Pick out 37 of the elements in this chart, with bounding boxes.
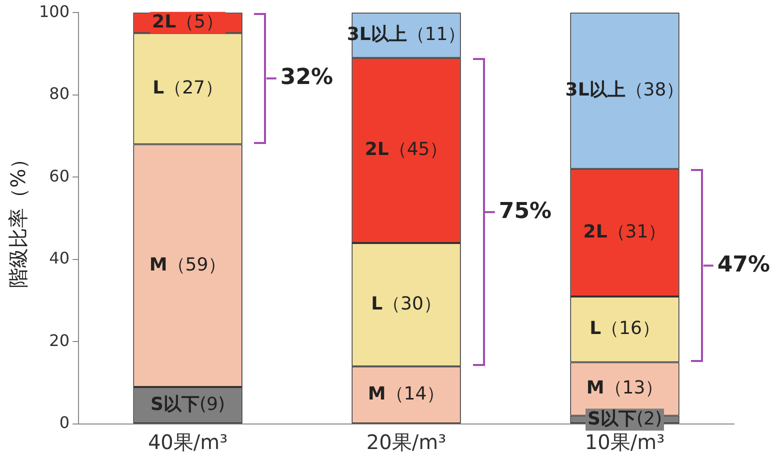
data-label: （5） (176, 12, 224, 33)
data-label: (2) (636, 408, 662, 430)
y-tick-label: 40 (49, 248, 70, 268)
series-label: L (152, 77, 164, 98)
data-label: （27） (164, 77, 223, 98)
text: S以下 (150, 394, 200, 415)
y-axis-title: 階級比率（%） (6, 148, 30, 288)
data-label: （11） (406, 24, 466, 45)
series-label: S以下 (588, 408, 636, 430)
series-label: M (586, 378, 604, 399)
text: L (590, 318, 602, 340)
series-label: 2L (152, 12, 176, 33)
x-tick-label: 40果/m³ (148, 430, 228, 454)
data-label: （45） (388, 139, 448, 160)
text: M (368, 384, 386, 405)
data-label: （13） (604, 378, 664, 399)
x-tick-label: 20果/m³ (366, 430, 446, 454)
y-tick-label: 100 (38, 2, 70, 21)
data-label: （31） (607, 221, 666, 242)
annotation: 75% (498, 198, 552, 224)
data-label: （14） (386, 384, 445, 405)
y-tick-label: 20 (49, 330, 70, 350)
data-label: （38） (625, 79, 684, 100)
annotation: 32% (280, 65, 334, 90)
data-label: (9) (200, 394, 226, 415)
y-tick-label: 80 (49, 84, 70, 104)
data-label: （59） (167, 254, 226, 276)
y-tick-label: 0 (59, 413, 70, 432)
text: 2L (364, 139, 389, 160)
text: M (149, 254, 168, 276)
x-tick-label: 10果/m³ (584, 430, 665, 454)
y-tick-label: 60 (49, 166, 70, 186)
data-label: （16） (601, 318, 660, 340)
annotation: 47% (717, 252, 770, 278)
data-label: （30） (382, 293, 442, 314)
text: 2L (583, 221, 608, 242)
text: L (371, 293, 383, 314)
